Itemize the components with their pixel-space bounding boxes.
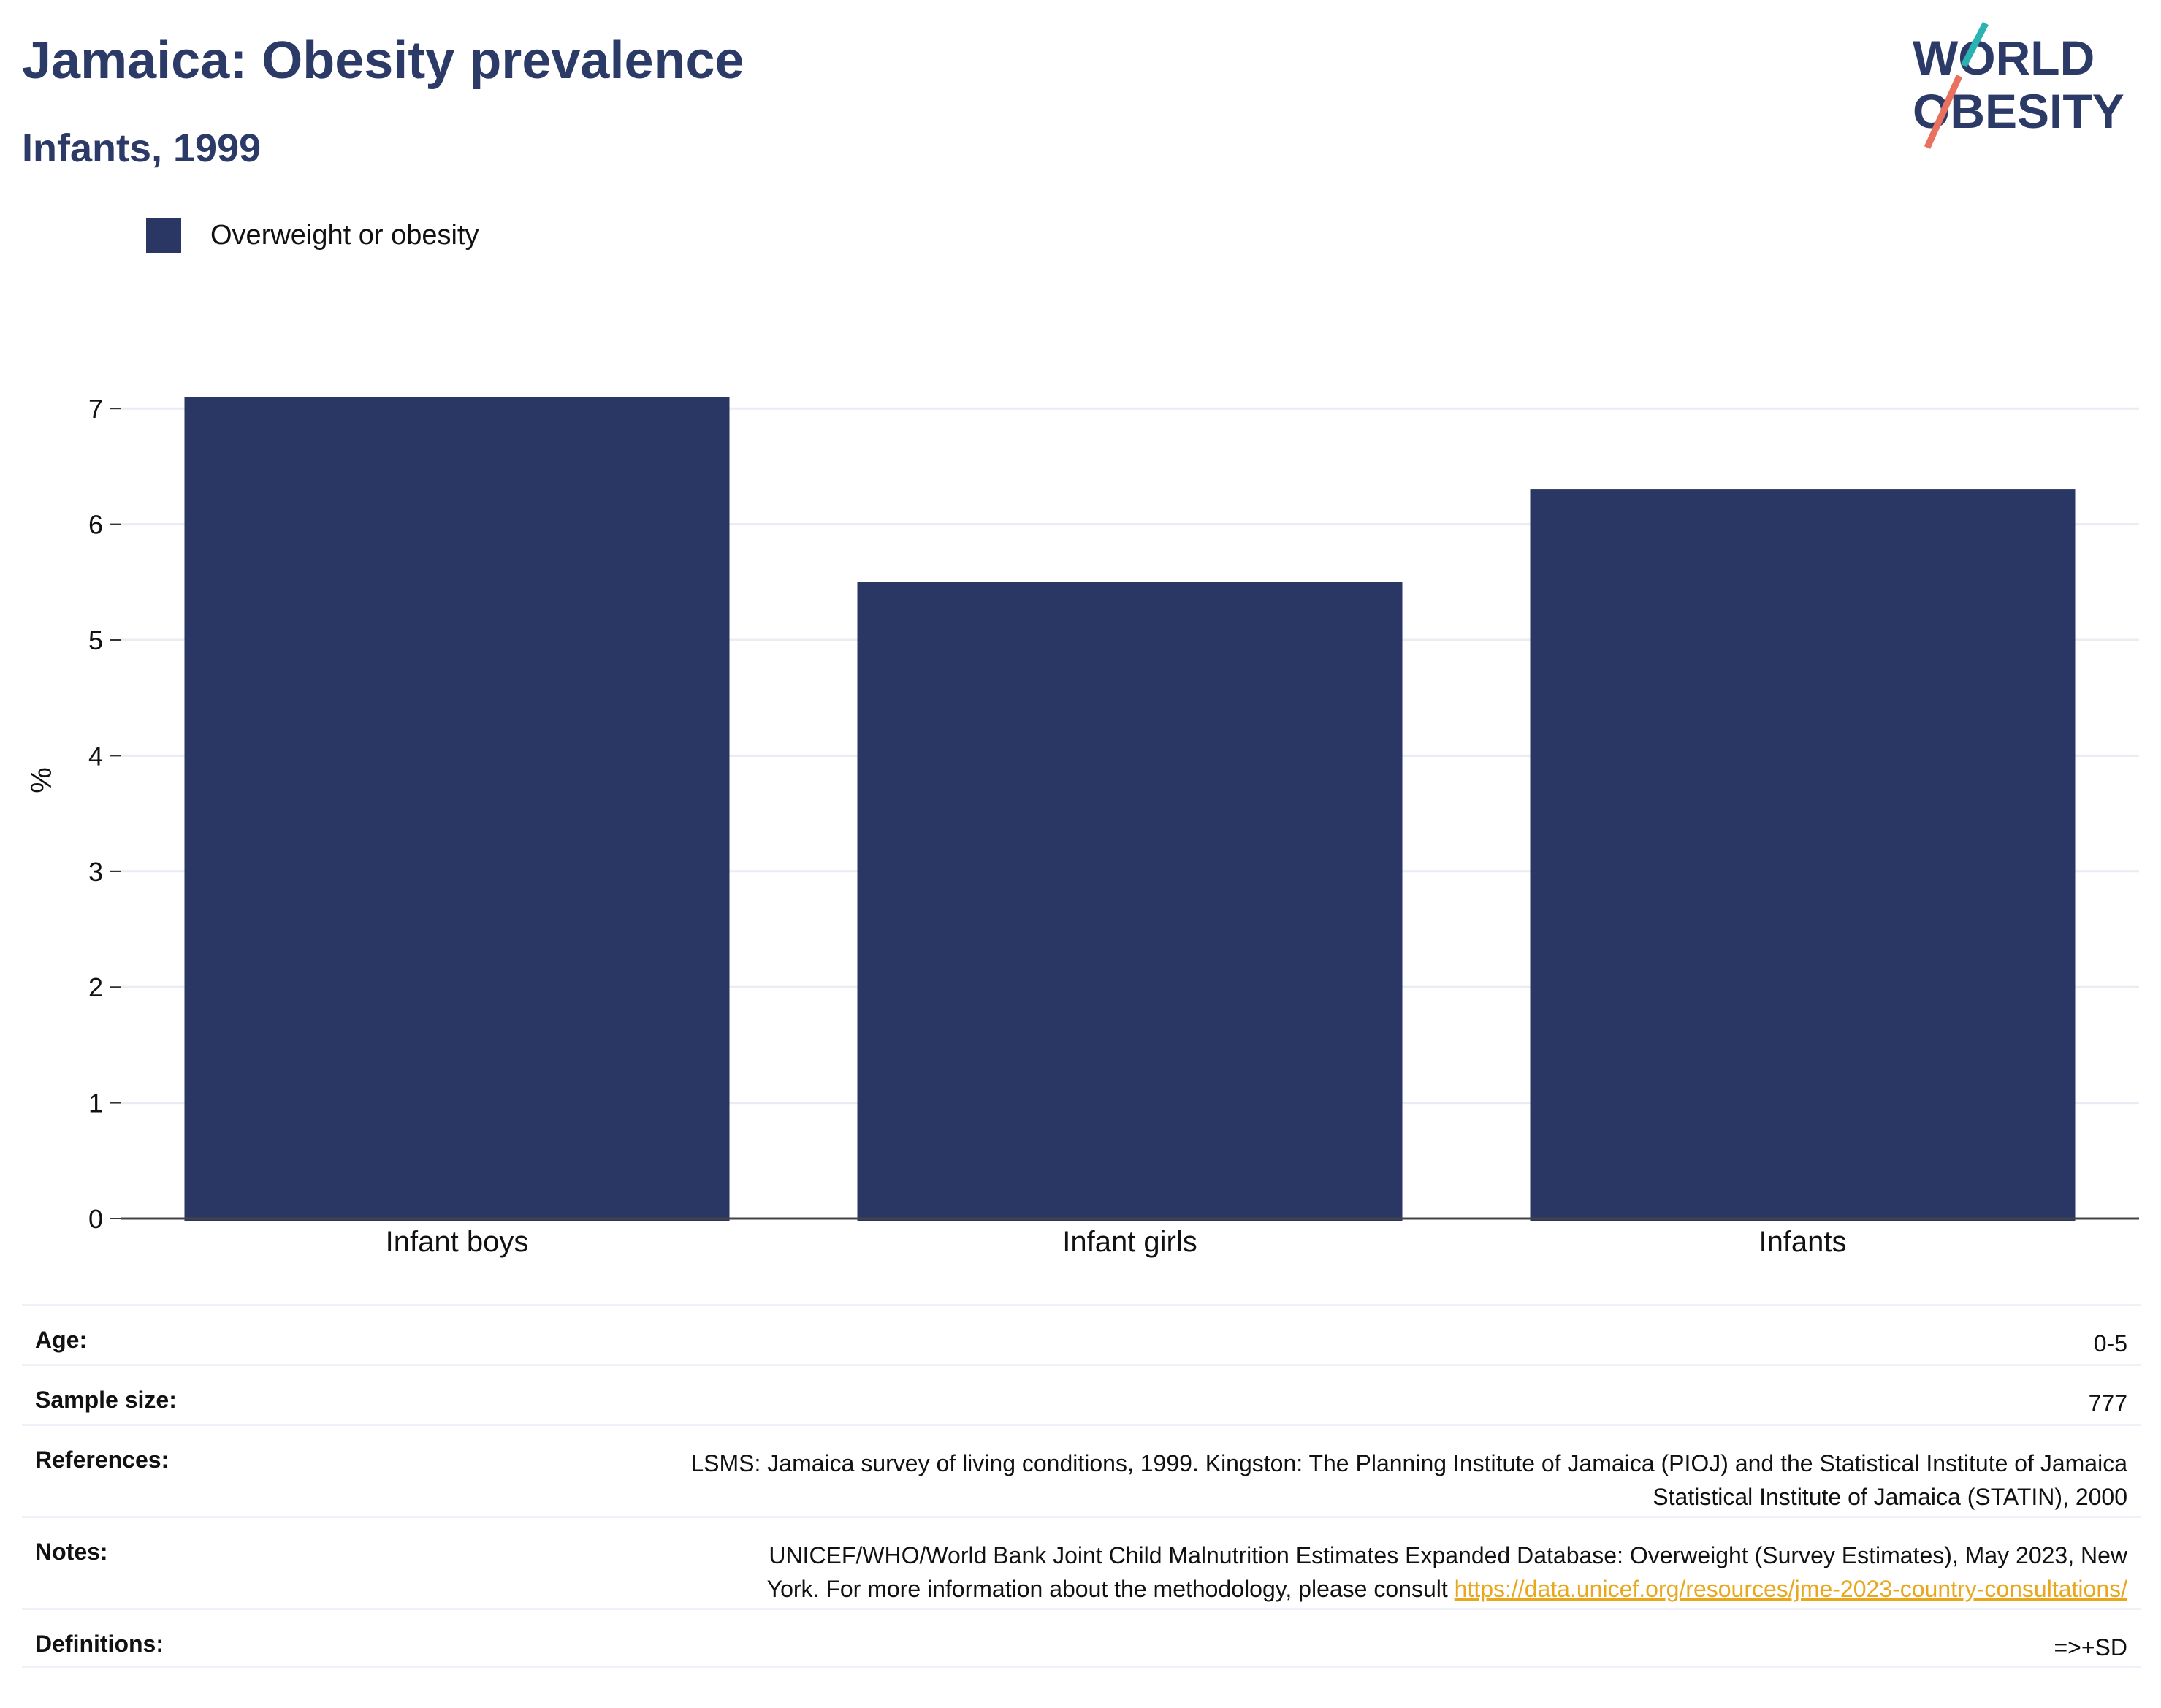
sample-size-label: Sample size: [35, 1387, 177, 1413]
y-tick-label: 2 [88, 972, 103, 1002]
references-line-2: Statistical Institute of Jamaica (STATIN… [1653, 1484, 2127, 1510]
page-title: Jamaica: Obesity prevalence [22, 31, 744, 90]
references-line-1: LSMS: Jamaica survey of living condition… [690, 1450, 2127, 1476]
references-value: LSMS: Jamaica survey of living condition… [690, 1446, 2127, 1516]
logo-text-obesity: OBESITY [1913, 84, 2124, 138]
age-label: Age: [35, 1327, 88, 1353]
info-row-sample-size: Sample size: 777 [22, 1364, 2141, 1424]
age-value: 0-5 [2093, 1330, 2127, 1357]
notes-label: Notes: [35, 1539, 108, 1565]
x-tick-label: Infant boys [386, 1226, 529, 1258]
chart-legend: Overweight or obesity [146, 218, 479, 253]
legend-label: Overweight or obesity [210, 219, 479, 251]
x-tick-label: Infant girls [1062, 1226, 1197, 1258]
y-tick-label: 5 [88, 625, 103, 655]
logo-slash-teal [1961, 22, 1989, 68]
bar-chart: 0 1 2 3 4 5 6 7% Infant boys Infant girls Infants [26, 394, 2139, 1258]
logo-slash-coral [1924, 75, 1963, 149]
logo-text-world: WORLD [1913, 31, 2095, 85]
info-row-notes: Notes: UNICEF/WHO/World Bank Joint Child… [22, 1516, 2141, 1608]
y-axis-label: % [26, 767, 58, 793]
info-table: Age: 0-5 Sample size: 777 References: LS… [22, 1304, 2141, 1668]
info-row-age: Age: 0-5 [22, 1304, 2141, 1364]
info-row-references: References: LSMS: Jamaica survey of livi… [22, 1424, 2141, 1516]
methodology-link[interactable]: https://data.unicef.org/resources/jme-20… [1454, 1576, 2127, 1602]
y-tick-label: 3 [88, 857, 103, 887]
y-tick-label: 4 [88, 741, 103, 771]
world-obesity-logo: WORLD OBESITY [1913, 22, 2124, 149]
bar [1530, 489, 2076, 1221]
y-tick-label: 1 [88, 1089, 103, 1118]
notes-line-1: UNICEF/WHO/World Bank Joint Child Malnut… [769, 1542, 2127, 1568]
y-tick-label: 0 [88, 1204, 103, 1234]
definitions-label: Definitions: [35, 1631, 164, 1657]
y-tick-label: 6 [88, 510, 103, 540]
x-tick-label: Infants [1758, 1226, 1846, 1258]
notes-value: UNICEF/WHO/World Bank Joint Child Malnut… [767, 1539, 2127, 1608]
info-row-definitions: Definitions: =>+SD [22, 1608, 2141, 1668]
y-tick-label: 7 [88, 394, 103, 424]
definitions-value: =>+SD [2054, 1634, 2127, 1661]
bar [857, 582, 1403, 1221]
sample-size-value: 777 [2088, 1390, 2127, 1417]
bar [184, 397, 730, 1221]
page-subtitle: Infants, 1999 [22, 126, 262, 170]
legend-swatch [146, 218, 181, 253]
references-label: References: [35, 1446, 169, 1473]
notes-line-2: York. For more information about the met… [766, 1576, 1455, 1602]
